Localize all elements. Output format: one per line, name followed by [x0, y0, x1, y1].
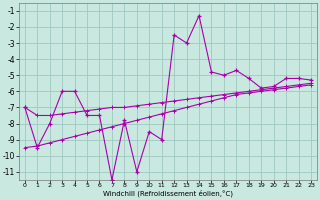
X-axis label: Windchill (Refroidissement éolien,°C): Windchill (Refroidissement éolien,°C): [103, 190, 233, 197]
